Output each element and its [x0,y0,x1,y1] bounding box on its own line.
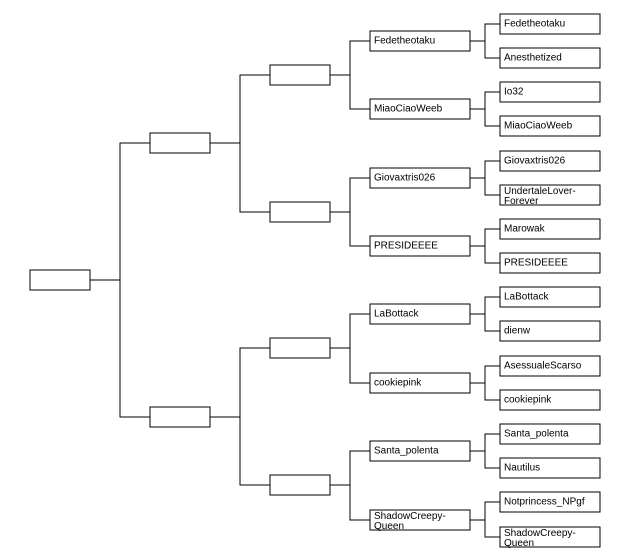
node-label: Io32 [504,87,524,98]
node-label: Marowak [504,224,546,235]
connector [330,348,370,383]
node-l2-1 [270,202,330,222]
connector [470,297,500,314]
node-l2-0 [270,65,330,85]
node-label: LaBottack [504,292,549,303]
connector [470,178,500,195]
node-root [30,270,90,290]
connector [470,502,500,520]
connector [330,314,370,348]
connector [470,434,500,451]
node-leaf-1: Anesthetized [500,48,600,68]
node-leaf-13: Nautilus [500,458,600,478]
connector [470,161,500,178]
node-l3-5: cookiepink [370,373,470,393]
node-leaf-9: dienw [500,321,600,341]
node-leaf-10: AsessualeScarso [500,356,600,376]
node-label: LaBottack [374,309,419,320]
connector [470,246,500,263]
node-label: Giovaxtris026 [374,173,436,184]
connector [470,109,500,126]
node-leaf-2: Io32 [500,82,600,102]
node-label: cookiepink [504,395,552,406]
connector [470,314,500,331]
node-label: Fedetheotaku [374,36,435,47]
connector [330,178,370,212]
node-leaf-7: PRESIDEEEE [500,253,600,273]
node-leaf-15: ShadowCreepy-Queen [500,527,600,549]
connector [470,92,500,109]
node-label: Santa_polenta [374,446,439,457]
connector [210,75,270,143]
node-label: dienw [504,326,531,337]
node-leaf-12: Santa_polenta [500,424,600,444]
node-leaf-3: MiaoCiaoWeeb [500,116,600,136]
connector [470,41,500,58]
connector [330,212,370,246]
node-label: Nautilus [504,463,540,474]
node-label: MiaoCiaoWeeb [504,121,573,132]
node-l1-0 [150,133,210,153]
node-label: AsessualeScarso [504,361,582,372]
node-label: PRESIDEEEE [374,241,438,252]
node-l3-2: Giovaxtris026 [370,168,470,188]
connector [330,485,370,520]
connector [330,41,370,75]
node-l3-0: Fedetheotaku [370,31,470,51]
node-leaf-5: UndertaleLover-Forever [500,185,600,207]
node-l3-3: PRESIDEEEE [370,236,470,256]
node-leaf-8: LaBottack [500,287,600,307]
connector [470,451,500,468]
node-label: Fedetheotaku [504,19,565,30]
node-l3-4: LaBottack [370,304,470,324]
bracket-tree: Fedetheotaku MiaoCiaoWeeb Giovaxtris026 PRE… [0,0,617,560]
connector [90,280,150,417]
node-label: Giovaxtris026 [504,156,566,167]
node-leaf-4: Giovaxtris026 [500,151,600,171]
connector [470,520,500,537]
connector [210,417,270,485]
node-leaf-11: cookiepink [500,390,600,410]
node-l3-1: MiaoCiaoWeeb [370,99,470,119]
connector [210,348,270,417]
node-leaf-0: Fedetheotaku [500,14,600,34]
connector [470,229,500,246]
connector [470,24,500,41]
node-label: Santa_polenta [504,429,569,440]
connector [330,451,370,485]
node-label: Notprincess_NPgf [504,497,585,508]
connector [330,75,370,109]
node-label: Anesthetized [504,53,562,64]
connector [470,383,500,400]
node-label: MiaoCiaoWeeb [374,104,443,115]
node-label: PRESIDEEEE [504,258,568,269]
node-l1-1 [150,407,210,427]
node-l3-6: Santa_polenta [370,441,470,461]
connector [210,143,270,212]
node-l2-2 [270,338,330,358]
connector [90,143,150,280]
node-leaf-14: Notprincess_NPgf [500,492,600,512]
node-l3-7: ShadowCreepy-Queen [370,510,470,532]
node-label: cookiepink [374,378,422,389]
node-leaf-6: Marowak [500,219,600,239]
node-l2-3 [270,475,330,495]
connector [470,366,500,383]
